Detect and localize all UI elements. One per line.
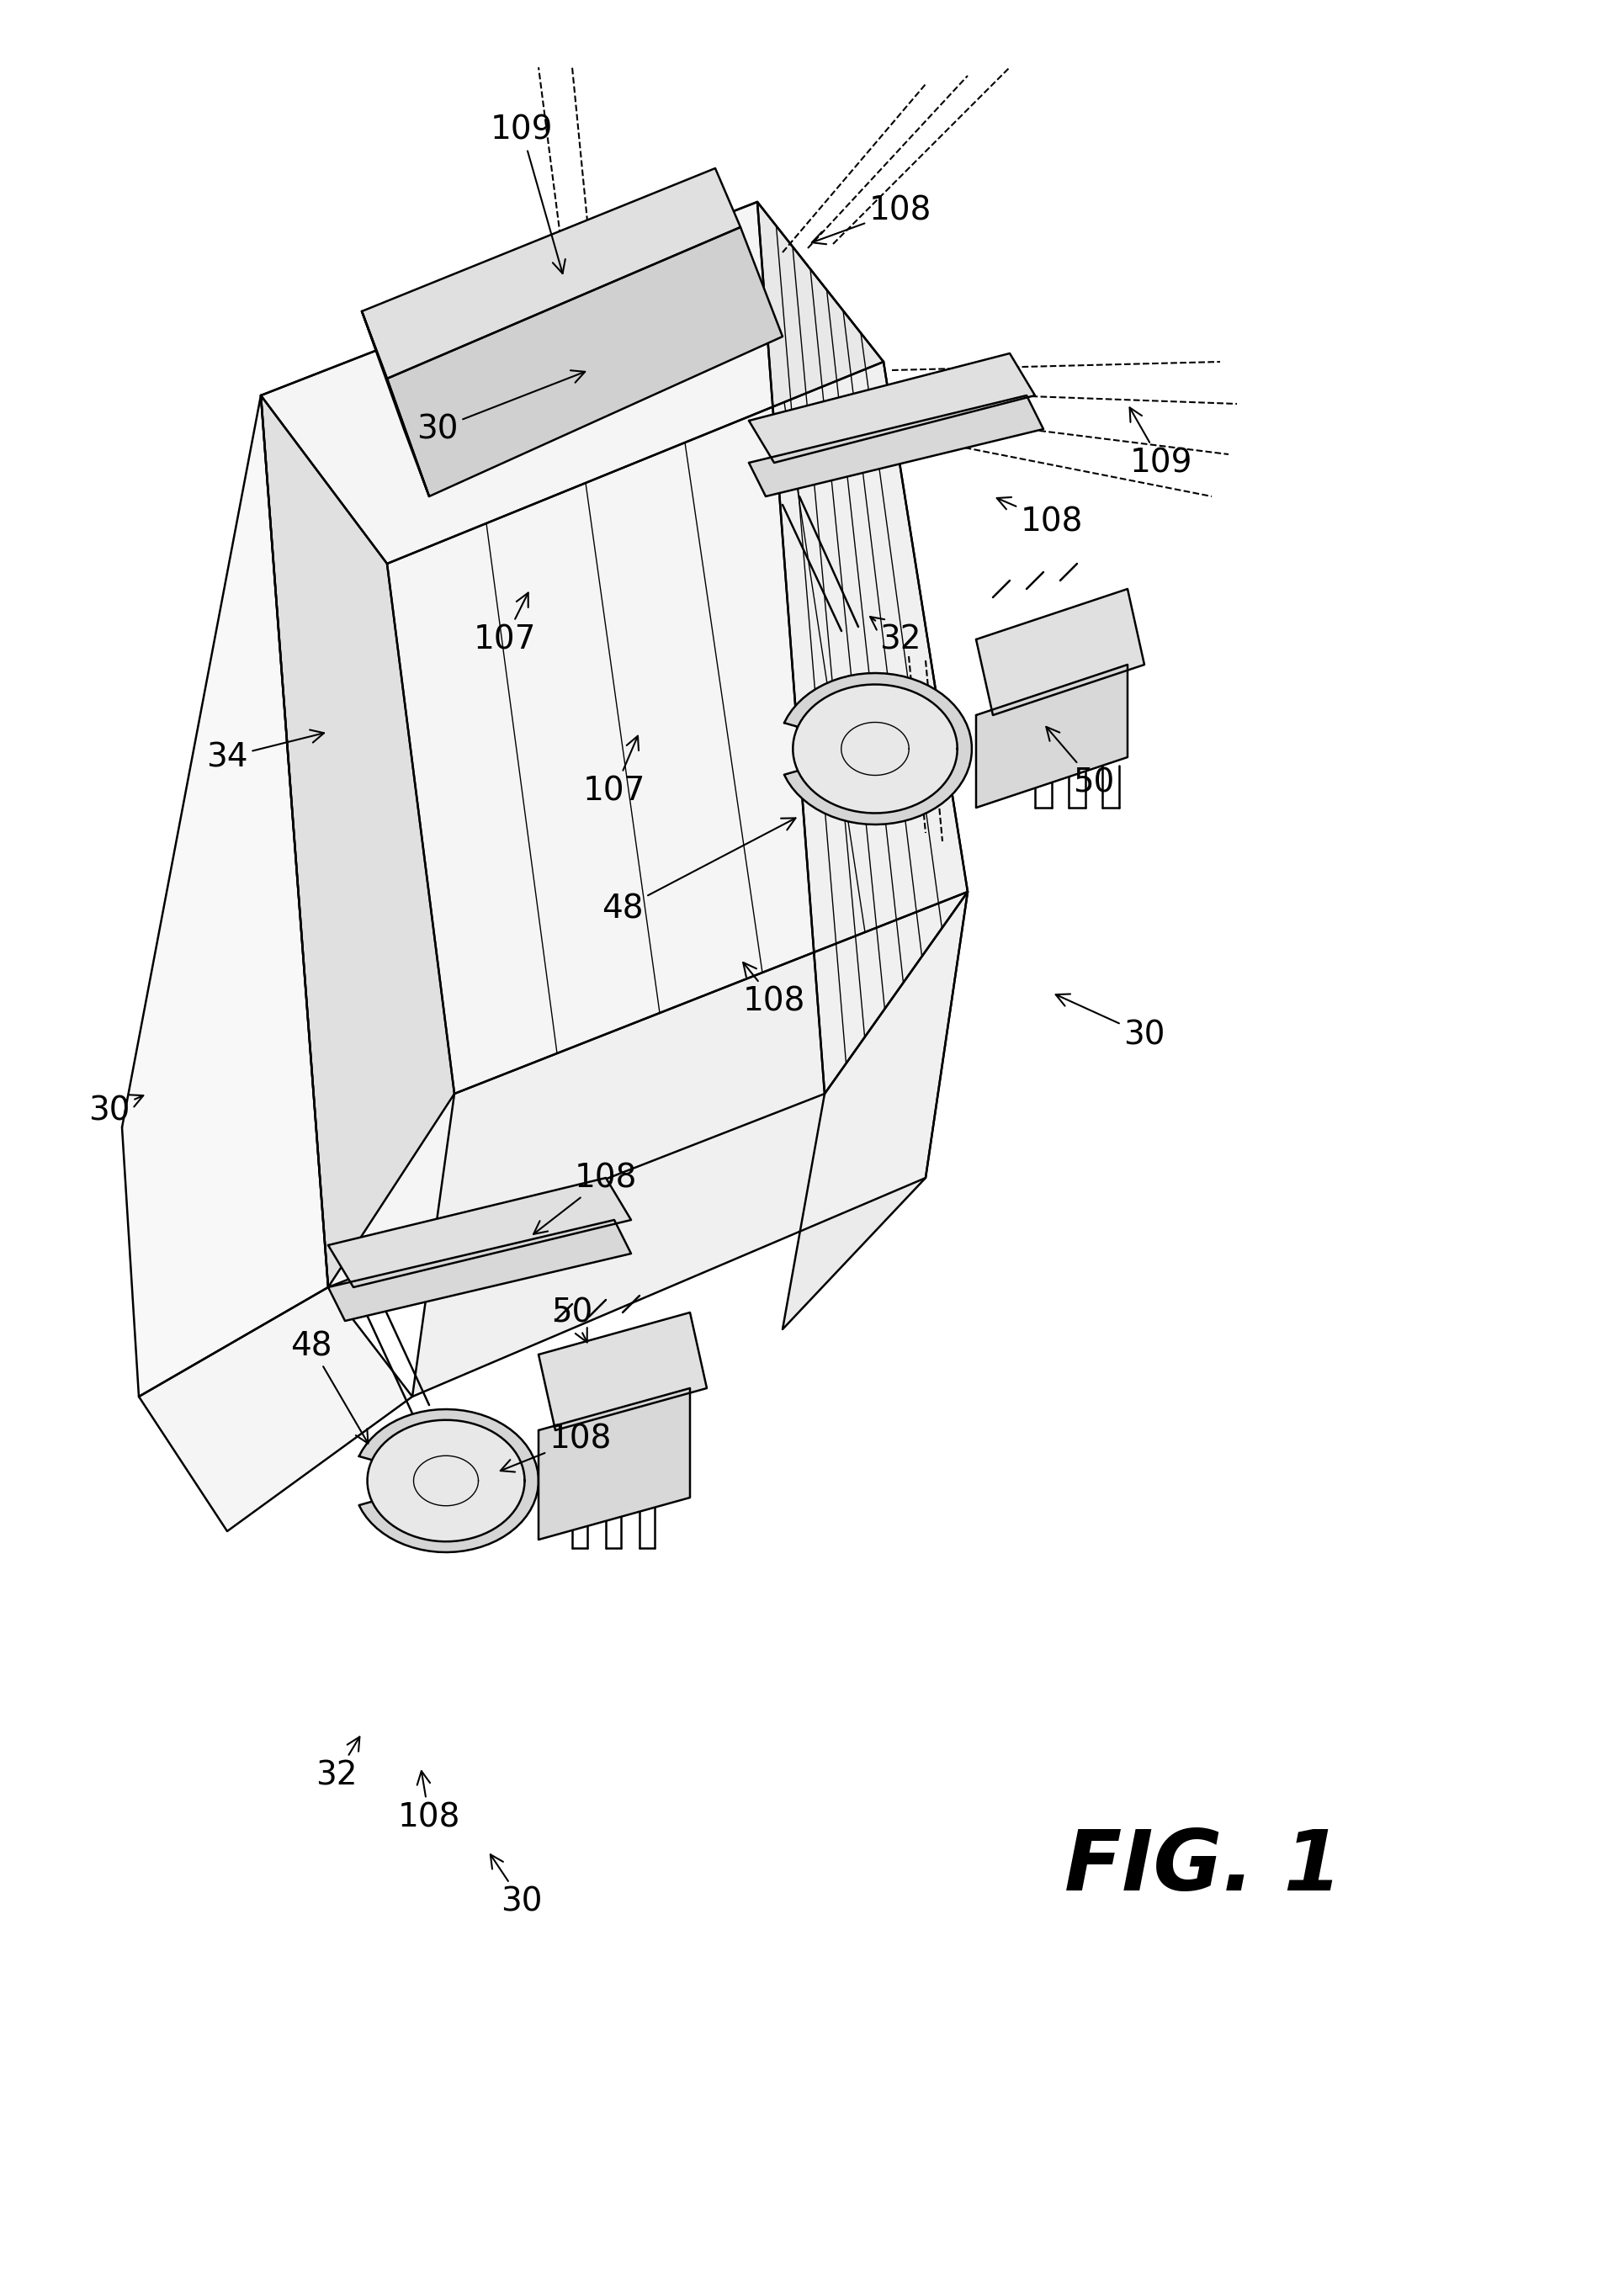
- Text: 108: 108: [398, 1770, 461, 1832]
- Text: 48: 48: [603, 817, 796, 925]
- Polygon shape: [976, 664, 1127, 808]
- Polygon shape: [261, 202, 883, 565]
- Polygon shape: [362, 168, 741, 379]
- Text: 30: 30: [490, 1855, 542, 1917]
- Text: 108: 108: [742, 962, 806, 1017]
- Text: 30: 30: [89, 1095, 143, 1127]
- Polygon shape: [328, 1219, 632, 1320]
- Text: 108: 108: [534, 1162, 637, 1235]
- Text: 50: 50: [552, 1297, 593, 1343]
- Text: 107: 107: [474, 592, 536, 654]
- Polygon shape: [539, 1313, 706, 1430]
- Polygon shape: [367, 1419, 525, 1541]
- Polygon shape: [793, 684, 958, 813]
- Polygon shape: [362, 312, 429, 496]
- Polygon shape: [539, 1389, 690, 1541]
- Text: 108: 108: [997, 498, 1083, 537]
- Polygon shape: [261, 395, 455, 1288]
- Text: FIG. 1: FIG. 1: [1064, 1828, 1341, 1908]
- Text: 32: 32: [315, 1736, 359, 1791]
- Polygon shape: [976, 590, 1145, 714]
- Polygon shape: [387, 363, 968, 1093]
- Text: 48: 48: [291, 1329, 369, 1444]
- Polygon shape: [261, 202, 825, 1288]
- Text: 108: 108: [812, 195, 932, 243]
- Text: 32: 32: [870, 618, 921, 654]
- Text: 30: 30: [417, 370, 585, 445]
- Text: 108: 108: [500, 1424, 612, 1472]
- Text: 109: 109: [1130, 409, 1192, 480]
- Polygon shape: [138, 1288, 412, 1531]
- Text: 30: 30: [1056, 994, 1164, 1052]
- Text: 34: 34: [206, 730, 325, 774]
- Polygon shape: [749, 354, 1034, 464]
- Text: 50: 50: [1046, 728, 1114, 799]
- Polygon shape: [784, 673, 971, 824]
- Text: 109: 109: [490, 115, 565, 273]
- Polygon shape: [757, 202, 968, 1093]
- Polygon shape: [783, 891, 968, 1329]
- Polygon shape: [328, 1178, 632, 1288]
- Text: 107: 107: [583, 737, 646, 806]
- Polygon shape: [749, 395, 1043, 496]
- Polygon shape: [387, 227, 783, 496]
- Polygon shape: [412, 891, 968, 1396]
- Polygon shape: [122, 395, 328, 1396]
- Polygon shape: [359, 1410, 539, 1552]
